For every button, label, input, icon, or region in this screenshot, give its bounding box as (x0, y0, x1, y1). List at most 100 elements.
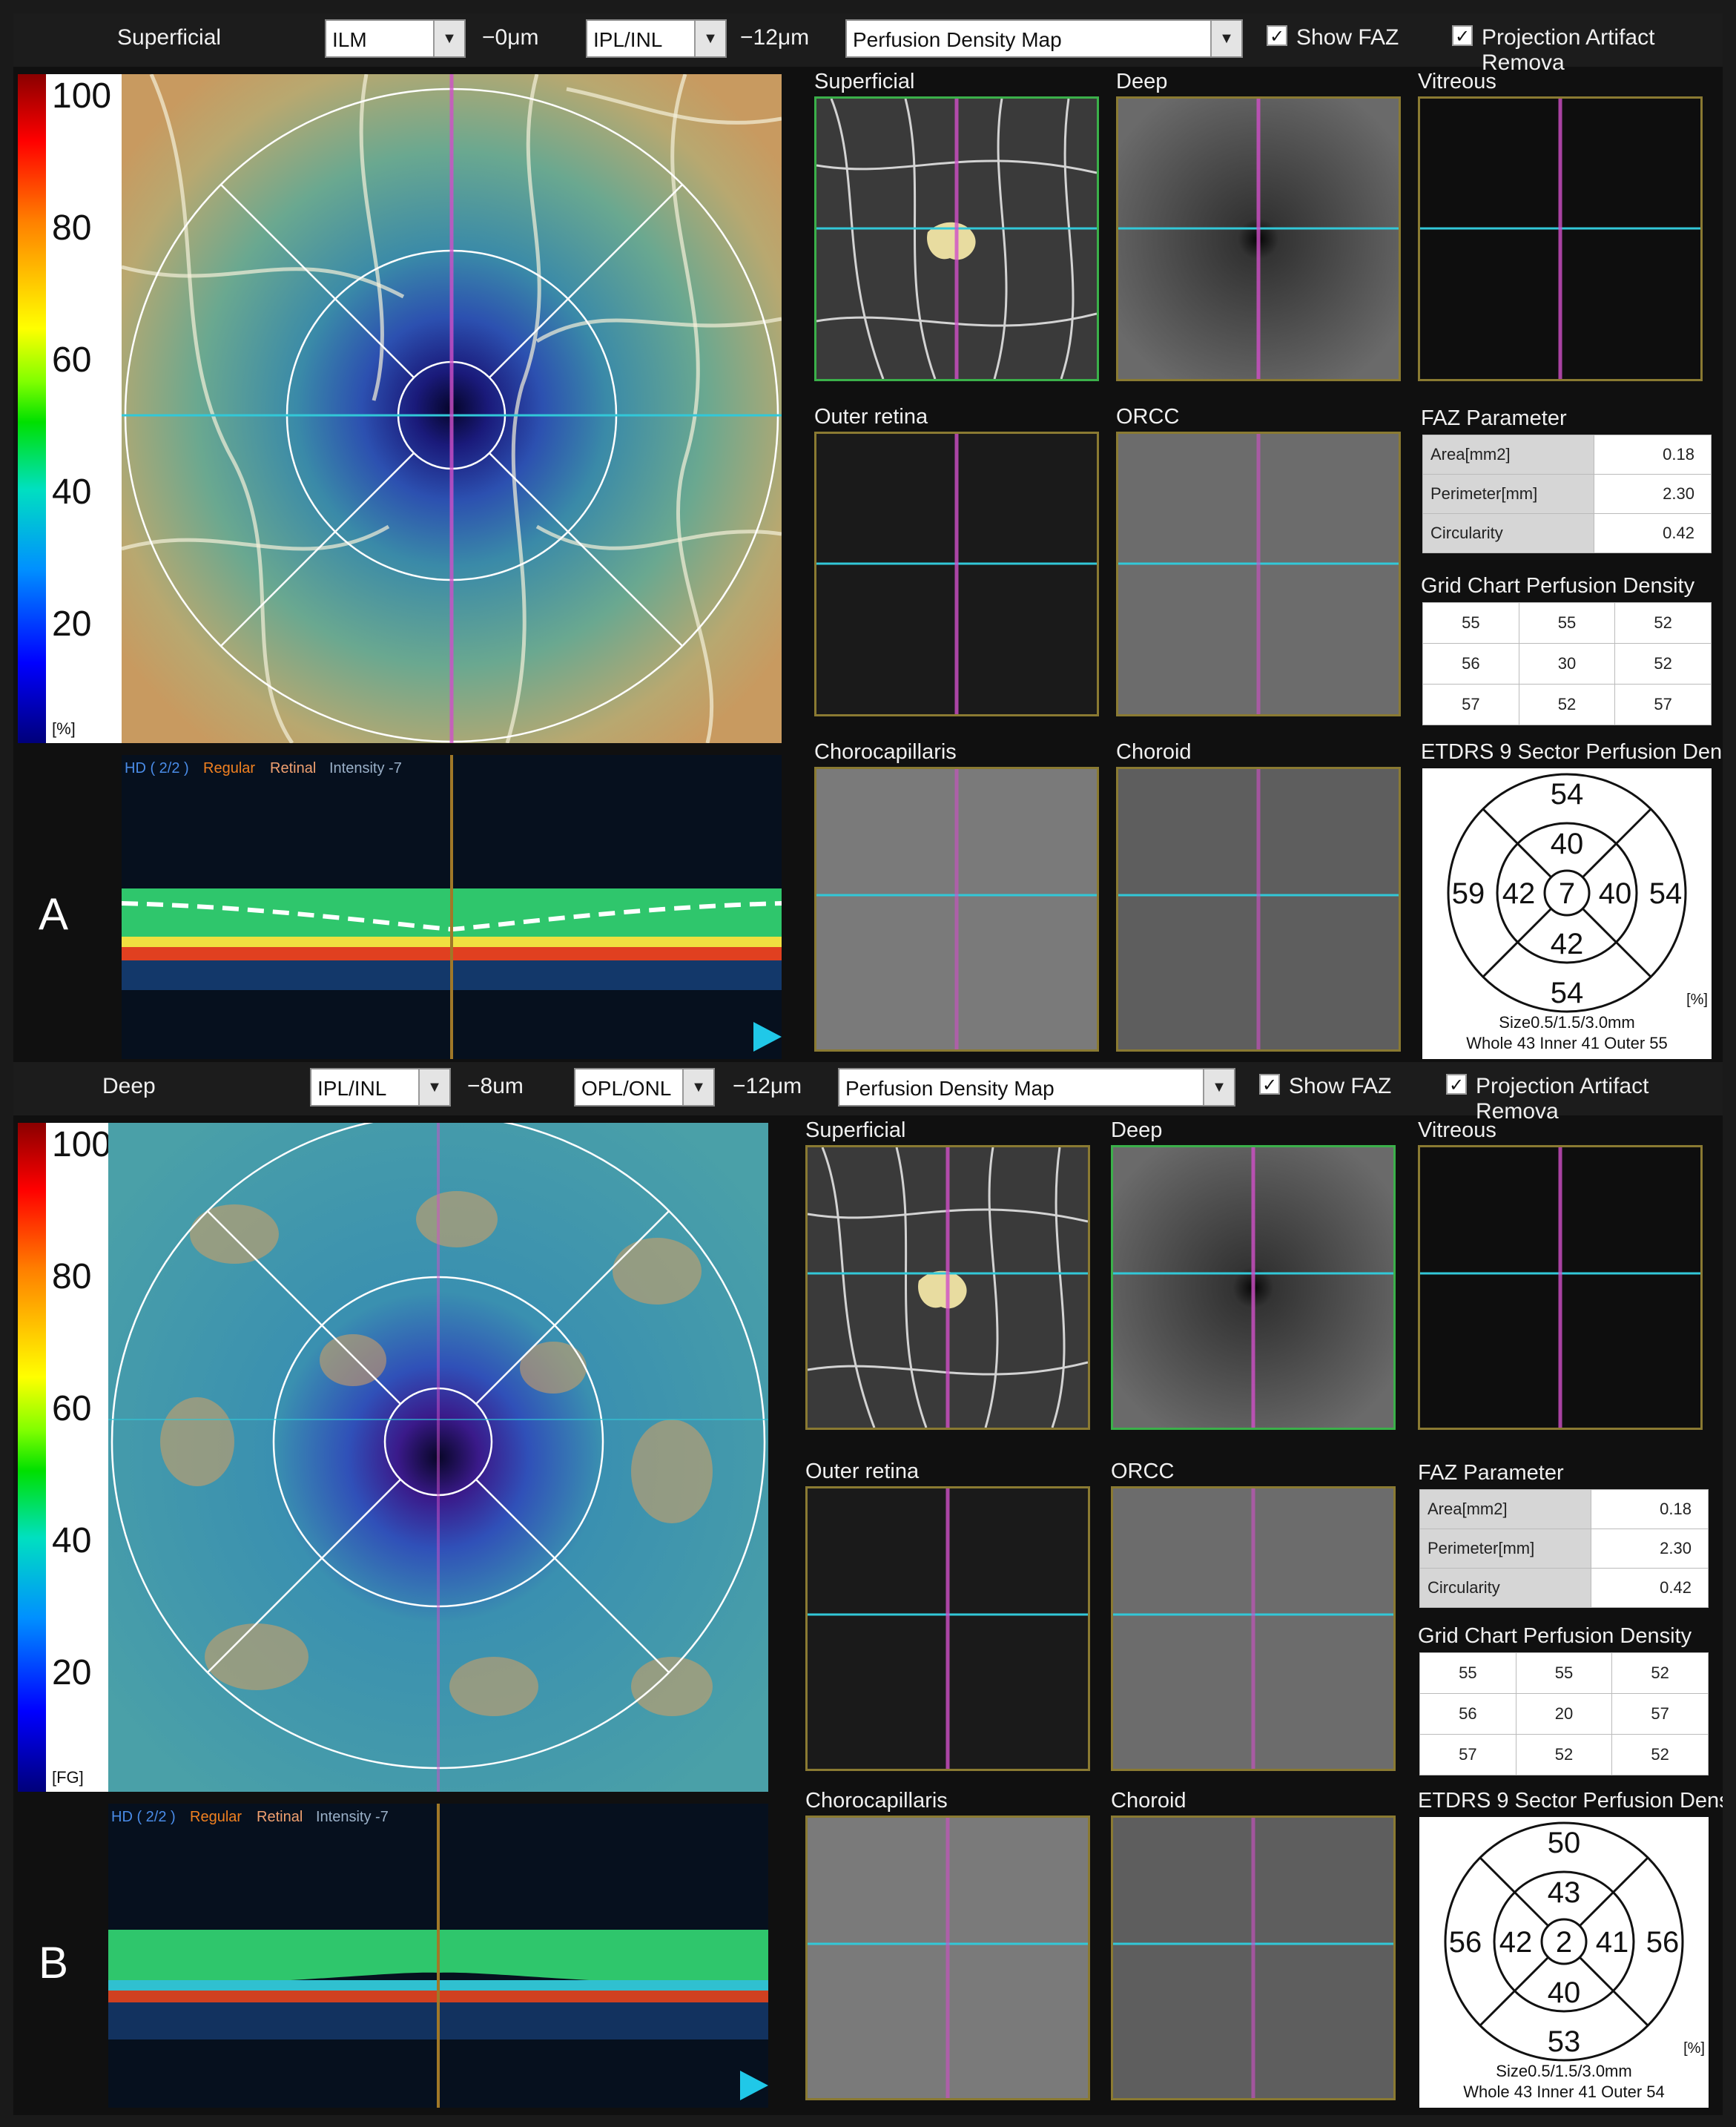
thumb-title-vitreous: Vitreous (1418, 70, 1496, 93)
thumb-image (816, 99, 1097, 379)
etdrs-inner-top: 43 (1548, 1876, 1581, 1909)
upper-boundary-select[interactable]: ILM ▼ (325, 19, 466, 58)
thumb-outer-retina[interactable] (814, 432, 1099, 716)
chevron-down-icon[interactable]: ▼ (682, 1069, 713, 1105)
projection-artifact-checkbox[interactable]: ✓ (1446, 1074, 1467, 1095)
chevron-down-icon[interactable]: ▼ (433, 21, 464, 56)
color-scale: 100 80 60 40 20 [%] (18, 74, 122, 743)
thumb-title-superficial: Superficial (814, 70, 915, 93)
play-icon[interactable] (753, 1022, 782, 1052)
etdrs-summary: Whole 43 Inner 41 Outer 55 (1466, 1034, 1668, 1052)
color-scale-gradient (18, 1123, 46, 1792)
scale-tick: 20 (52, 604, 92, 644)
scale-unit: [%] (52, 719, 76, 738)
table-row: 57 52 57 (1422, 684, 1712, 725)
thumb-image (816, 769, 1097, 1049)
bscan-type-label: Retinal (257, 1809, 303, 1825)
etdrs-outer-bottom: 54 (1551, 977, 1584, 1009)
chevron-down-icon[interactable]: ▼ (1210, 21, 1241, 56)
faz-value: 0.18 (1594, 435, 1712, 475)
map-type-select[interactable]: Perfusion Density Map ▼ (845, 19, 1243, 58)
etdrs-unit: [%] (1686, 992, 1708, 1008)
show-faz-label: Show FAZ (1289, 1074, 1392, 1098)
thumb-title-superficial: Superficial (805, 1118, 906, 1142)
faz-value: 0.18 (1591, 1489, 1709, 1529)
thumb-orcc[interactable] (1116, 432, 1401, 716)
etdrs-outer-bottom: 53 (1548, 2025, 1581, 2058)
thumb-vitreous[interactable] (1418, 1145, 1703, 1430)
table-row: Perimeter[mm] 2.30 (1422, 474, 1712, 514)
grid-cell: 52 (1611, 1652, 1709, 1694)
chevron-down-icon[interactable]: ▼ (1203, 1069, 1234, 1105)
bscan-intensity-label: Intensity -7 (316, 1809, 389, 1825)
bscan-type-label: Retinal (270, 760, 316, 776)
panel-letter: B (39, 1938, 69, 1988)
thumb-superficial[interactable] (814, 96, 1099, 381)
scale-tick: 100 (52, 1125, 112, 1164)
thumb-title-chorocapillaris: Chorocapillaris (814, 740, 957, 764)
thumb-title-deep: Deep (1116, 70, 1168, 93)
grid-cell: 57 (1611, 1693, 1709, 1735)
scale-tick: 100 (52, 76, 112, 116)
thumb-title-deep: Deep (1111, 1118, 1163, 1142)
scale-tick: 80 (52, 208, 92, 248)
thumb-chorocapillaris[interactable] (814, 767, 1099, 1052)
table-row: Perimeter[mm] 2.30 (1419, 1529, 1709, 1569)
grid-cell: 55 (1419, 1652, 1516, 1694)
oct-bscan[interactable]: HD ( 2/2 ) Regular Retinal Intensity -7 (122, 755, 782, 1059)
faz-title: FAZ Parameter (1418, 1461, 1564, 1485)
etdrs-outer-right: 56 (1646, 1926, 1680, 1959)
panel-letter: A (39, 889, 69, 939)
etdrs-title: ETDRS 9 Sector Perfusion Densi (1421, 740, 1723, 764)
upper-boundary-select[interactable]: IPL/INL ▼ (310, 1068, 451, 1107)
etdrs-center: 2 (1556, 1926, 1572, 1959)
faz-label: Perimeter[mm] (1419, 1529, 1591, 1569)
map-type-select[interactable]: Perfusion Density Map ▼ (838, 1068, 1235, 1107)
grid-cell: 57 (1419, 1734, 1516, 1775)
chevron-down-icon[interactable]: ▼ (418, 1069, 449, 1105)
table-row: 55 55 52 (1422, 602, 1712, 644)
thumb-title-outer-retina: Outer retina (805, 1460, 920, 1483)
thumb-superficial[interactable] (805, 1145, 1090, 1430)
perfusion-density-map[interactable] (122, 74, 782, 743)
etdrs-outer-left: 59 (1452, 877, 1485, 910)
thumb-vitreous[interactable] (1418, 96, 1703, 381)
thumb-choroid[interactable] (1116, 767, 1401, 1052)
etdrs-outer-top: 50 (1548, 1827, 1581, 1859)
projection-artifact-label: Projection Artifact Remova (1476, 1074, 1649, 1124)
thumb-deep[interactable] (1111, 1145, 1396, 1430)
table-row: Area[mm2] 0.18 (1419, 1489, 1709, 1529)
scale-tick: 60 (52, 1389, 92, 1428)
etdrs-chart: 2 43 42 41 40 50 56 56 53 [%] Size0.5/1.… (1419, 1817, 1709, 2108)
thumb-title-chorocapillaris: Chorocapillaris (805, 1789, 948, 1813)
show-faz-checkbox[interactable]: ✓ (1267, 25, 1287, 47)
thumb-orcc[interactable] (1111, 1486, 1396, 1771)
show-faz-label: Show FAZ (1296, 25, 1399, 50)
thumb-image (1113, 1147, 1393, 1428)
color-scale-gradient (18, 74, 46, 743)
perfusion-density-map[interactable] (108, 1123, 768, 1792)
upper-boundary-value: ILM (332, 28, 367, 51)
thumb-choroid[interactable] (1111, 1816, 1396, 2100)
bscan-mode-label: Regular (190, 1809, 242, 1825)
table-row: 57 52 52 (1419, 1734, 1709, 1775)
lower-boundary-value: OPL/ONL (581, 1077, 672, 1100)
thumb-outer-retina[interactable] (805, 1486, 1090, 1771)
table-row: Circularity 0.42 (1419, 1568, 1709, 1608)
lower-boundary-select[interactable]: OPL/ONL ▼ (574, 1068, 715, 1107)
grid-cell: 52 (1515, 1734, 1613, 1775)
thumb-deep[interactable] (1116, 96, 1401, 381)
scale-tick: 80 (52, 1257, 92, 1296)
projection-artifact-checkbox[interactable]: ✓ (1452, 25, 1473, 47)
lower-boundary-select[interactable]: IPL/INL ▼ (586, 19, 727, 58)
faz-value: 2.30 (1594, 474, 1712, 514)
oct-bscan[interactable]: HD ( 2/2 ) Regular Retinal Intensity -7 (108, 1804, 768, 2108)
thumb-chorocapillaris[interactable] (805, 1816, 1090, 2100)
play-icon[interactable] (740, 2071, 768, 2100)
bscan-hd-label: HD ( 2/2 ) (111, 1809, 176, 1825)
table-row: Circularity 0.42 (1422, 513, 1712, 553)
thumb-title-choroid: Choroid (1111, 1789, 1187, 1813)
faz-label: Circularity (1419, 1568, 1591, 1608)
chevron-down-icon[interactable]: ▼ (694, 21, 725, 56)
show-faz-checkbox[interactable]: ✓ (1259, 1074, 1280, 1095)
